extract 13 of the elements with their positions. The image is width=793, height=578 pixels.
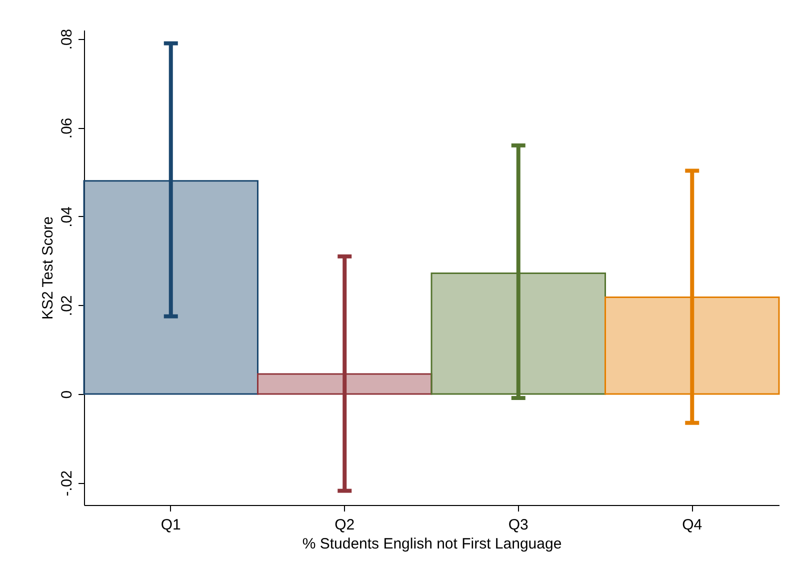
y-tick-label: .06	[58, 118, 76, 139]
y-tick-label: .04	[58, 206, 76, 228]
x-tick-label: Q4	[682, 516, 702, 534]
x-tick-label: Q3	[508, 516, 528, 534]
bar	[257, 373, 432, 395]
x-tick-label: Q1	[160, 516, 181, 534]
y-tick-label: -.02	[58, 470, 76, 496]
x-axis-title: % Students English not First Language	[302, 536, 562, 552]
y-axis-title: KS2 Test Score	[40, 216, 56, 320]
y-tick-label: .08	[58, 28, 76, 50]
y-tick-label: 0	[58, 390, 76, 399]
y-tick-label: .02	[58, 295, 76, 316]
x-tick-label: Q2	[334, 516, 355, 534]
